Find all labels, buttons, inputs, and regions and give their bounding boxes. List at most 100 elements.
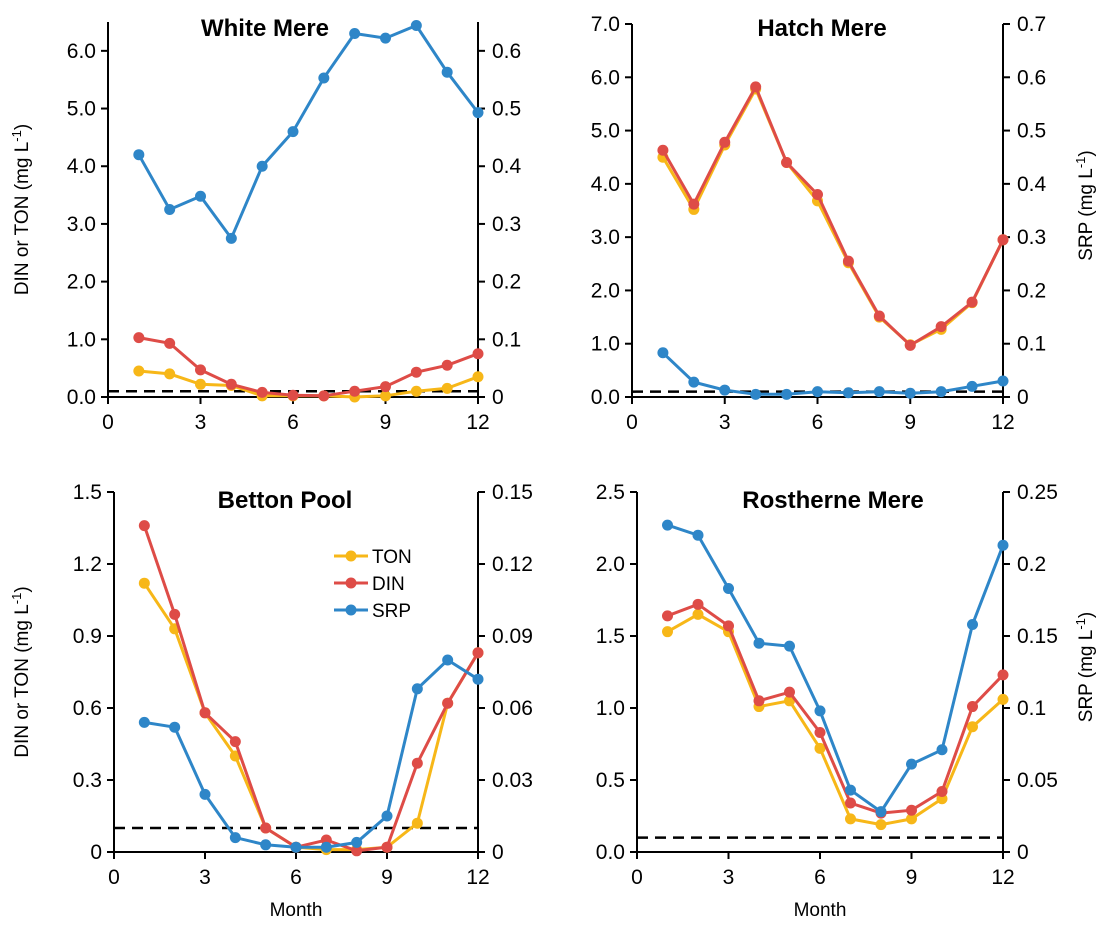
data-point-srp: [719, 384, 731, 396]
y-right-tick-label: 0.12: [492, 553, 533, 576]
y-left-tick-label: 0.9: [73, 625, 102, 648]
data-point-srp: [812, 386, 823, 398]
y-right-tick-label: 0.4: [492, 155, 522, 178]
y-right-tick-label: 0.6: [1017, 66, 1046, 89]
data-point-srp: [199, 788, 211, 800]
data-point-srp: [195, 190, 206, 202]
y-left-tick-label: 5.0: [591, 120, 620, 143]
legend-label: TON: [372, 547, 412, 568]
data-point-srp: [657, 347, 669, 359]
data-point-srp: [723, 582, 734, 594]
y-right-tick-label: 0.05: [1017, 769, 1058, 792]
x-tick-label: 9: [381, 866, 393, 889]
y-right-tick-label: 0.1: [1017, 333, 1046, 356]
y-left-tick-label: 6.0: [67, 40, 96, 63]
y-left-axis-title: DIN or TON (mg L-1): [9, 586, 33, 757]
y-right-tick-label: 0.03: [492, 769, 533, 792]
y-left-tick-label: 1.5: [596, 625, 625, 648]
y-left-tick-label: 2.5: [596, 481, 625, 504]
x-tick-label: 12: [466, 866, 489, 889]
y-left-tick-label: 5.0: [67, 98, 96, 121]
data-point-srp: [936, 744, 948, 756]
data-point-srp: [692, 529, 704, 541]
data-point-srp: [351, 836, 363, 848]
data-point-srp: [410, 19, 422, 31]
data-point-srp: [814, 705, 826, 717]
data-point-srp: [411, 683, 423, 695]
data-point-din: [410, 366, 422, 378]
data-point-srp: [873, 386, 885, 398]
y-right-tick-label: 0.09: [492, 625, 533, 648]
data-point-ton: [164, 368, 176, 380]
data-point-srp: [164, 204, 176, 215]
y-left-tick-label: 1.0: [591, 333, 620, 356]
data-point-ton: [133, 365, 145, 377]
x-tick-label: 9: [904, 411, 916, 434]
y-right-tick-label: 0.15: [1017, 625, 1058, 648]
data-point-srp: [318, 72, 330, 84]
legend-label: SRP: [372, 601, 411, 622]
data-point-srp: [966, 380, 978, 392]
data-point-din: [225, 378, 237, 390]
data-point-srp: [662, 519, 673, 531]
data-point-din: [349, 385, 361, 397]
data-point-ton: [997, 693, 1009, 705]
series-line-ton: [661, 85, 1005, 347]
data-point-srp: [842, 387, 854, 399]
x-tick-label: 6: [812, 411, 824, 434]
data-point-din: [967, 701, 978, 713]
data-point-srp: [290, 841, 302, 853]
y-left-tick-label: 4.0: [591, 173, 620, 196]
data-point-srp: [845, 784, 856, 796]
series-line-din: [661, 83, 1005, 348]
data-point-srp: [441, 66, 453, 78]
data-point-srp: [138, 716, 150, 728]
y-right-tick-label: 0.1: [1017, 697, 1046, 720]
data-point-din: [842, 255, 854, 267]
x-tick-label: 3: [719, 411, 731, 434]
y-left-tick-label: 3.0: [67, 213, 96, 236]
data-point-din: [657, 144, 669, 156]
series-line-din: [666, 602, 1005, 815]
y-right-tick-label: 0.3: [1017, 226, 1046, 249]
data-point-ton: [380, 390, 391, 402]
y-left-tick-label: 0.3: [73, 769, 102, 792]
y-right-tick-label: 0: [492, 841, 504, 864]
panel-2: 0 3 6 9 1200.30.60.91.21.500.030.060.090.120…: [9, 481, 533, 921]
y-right-tick-label: 0.5: [492, 98, 521, 121]
data-point-srp: [225, 232, 237, 244]
data-point-din: [812, 189, 823, 201]
y-left-tick-label: 0.0: [67, 386, 96, 409]
data-point-din: [753, 695, 765, 707]
x-tick-label: 0: [626, 411, 638, 434]
y-left-axis-title: DIN or TON (mg L-1): [9, 124, 33, 295]
data-point-din: [845, 797, 856, 809]
y-left-tick-label: 0.0: [596, 841, 625, 864]
data-point-srp: [287, 126, 299, 138]
y-left-tick-label: 0.5: [596, 769, 625, 792]
panel-title: Hatch Mere: [757, 15, 886, 42]
data-point-srp: [997, 375, 1009, 387]
data-point-din: [750, 81, 762, 93]
data-point-srp: [935, 386, 947, 398]
data-point-din: [719, 136, 731, 148]
data-point-ton: [967, 721, 978, 733]
y-right-tick-label: 0: [1017, 386, 1029, 409]
y-left-tick-label: 1.5: [73, 481, 102, 504]
x-tick-label: 0: [108, 866, 120, 889]
y-right-tick-label: 0.6: [492, 40, 521, 63]
y-right-tick-label: 0.2: [1017, 279, 1046, 302]
data-point-srp: [169, 721, 181, 733]
panel-title: White Mere: [201, 15, 329, 42]
data-point-ton: [138, 577, 150, 589]
data-point-din: [692, 598, 704, 610]
y-left-tick-label: 1.2: [73, 553, 102, 576]
x-tick-label: 3: [195, 411, 207, 434]
y-right-tick-label: 0: [492, 386, 504, 409]
series-line-srp: [667, 523, 1005, 814]
data-point-din: [380, 381, 391, 393]
y-right-tick-label: 0.4: [1017, 173, 1047, 196]
data-point-srp: [349, 28, 361, 40]
y-right-axis-title: SRP (mg L-1): [1073, 612, 1097, 722]
